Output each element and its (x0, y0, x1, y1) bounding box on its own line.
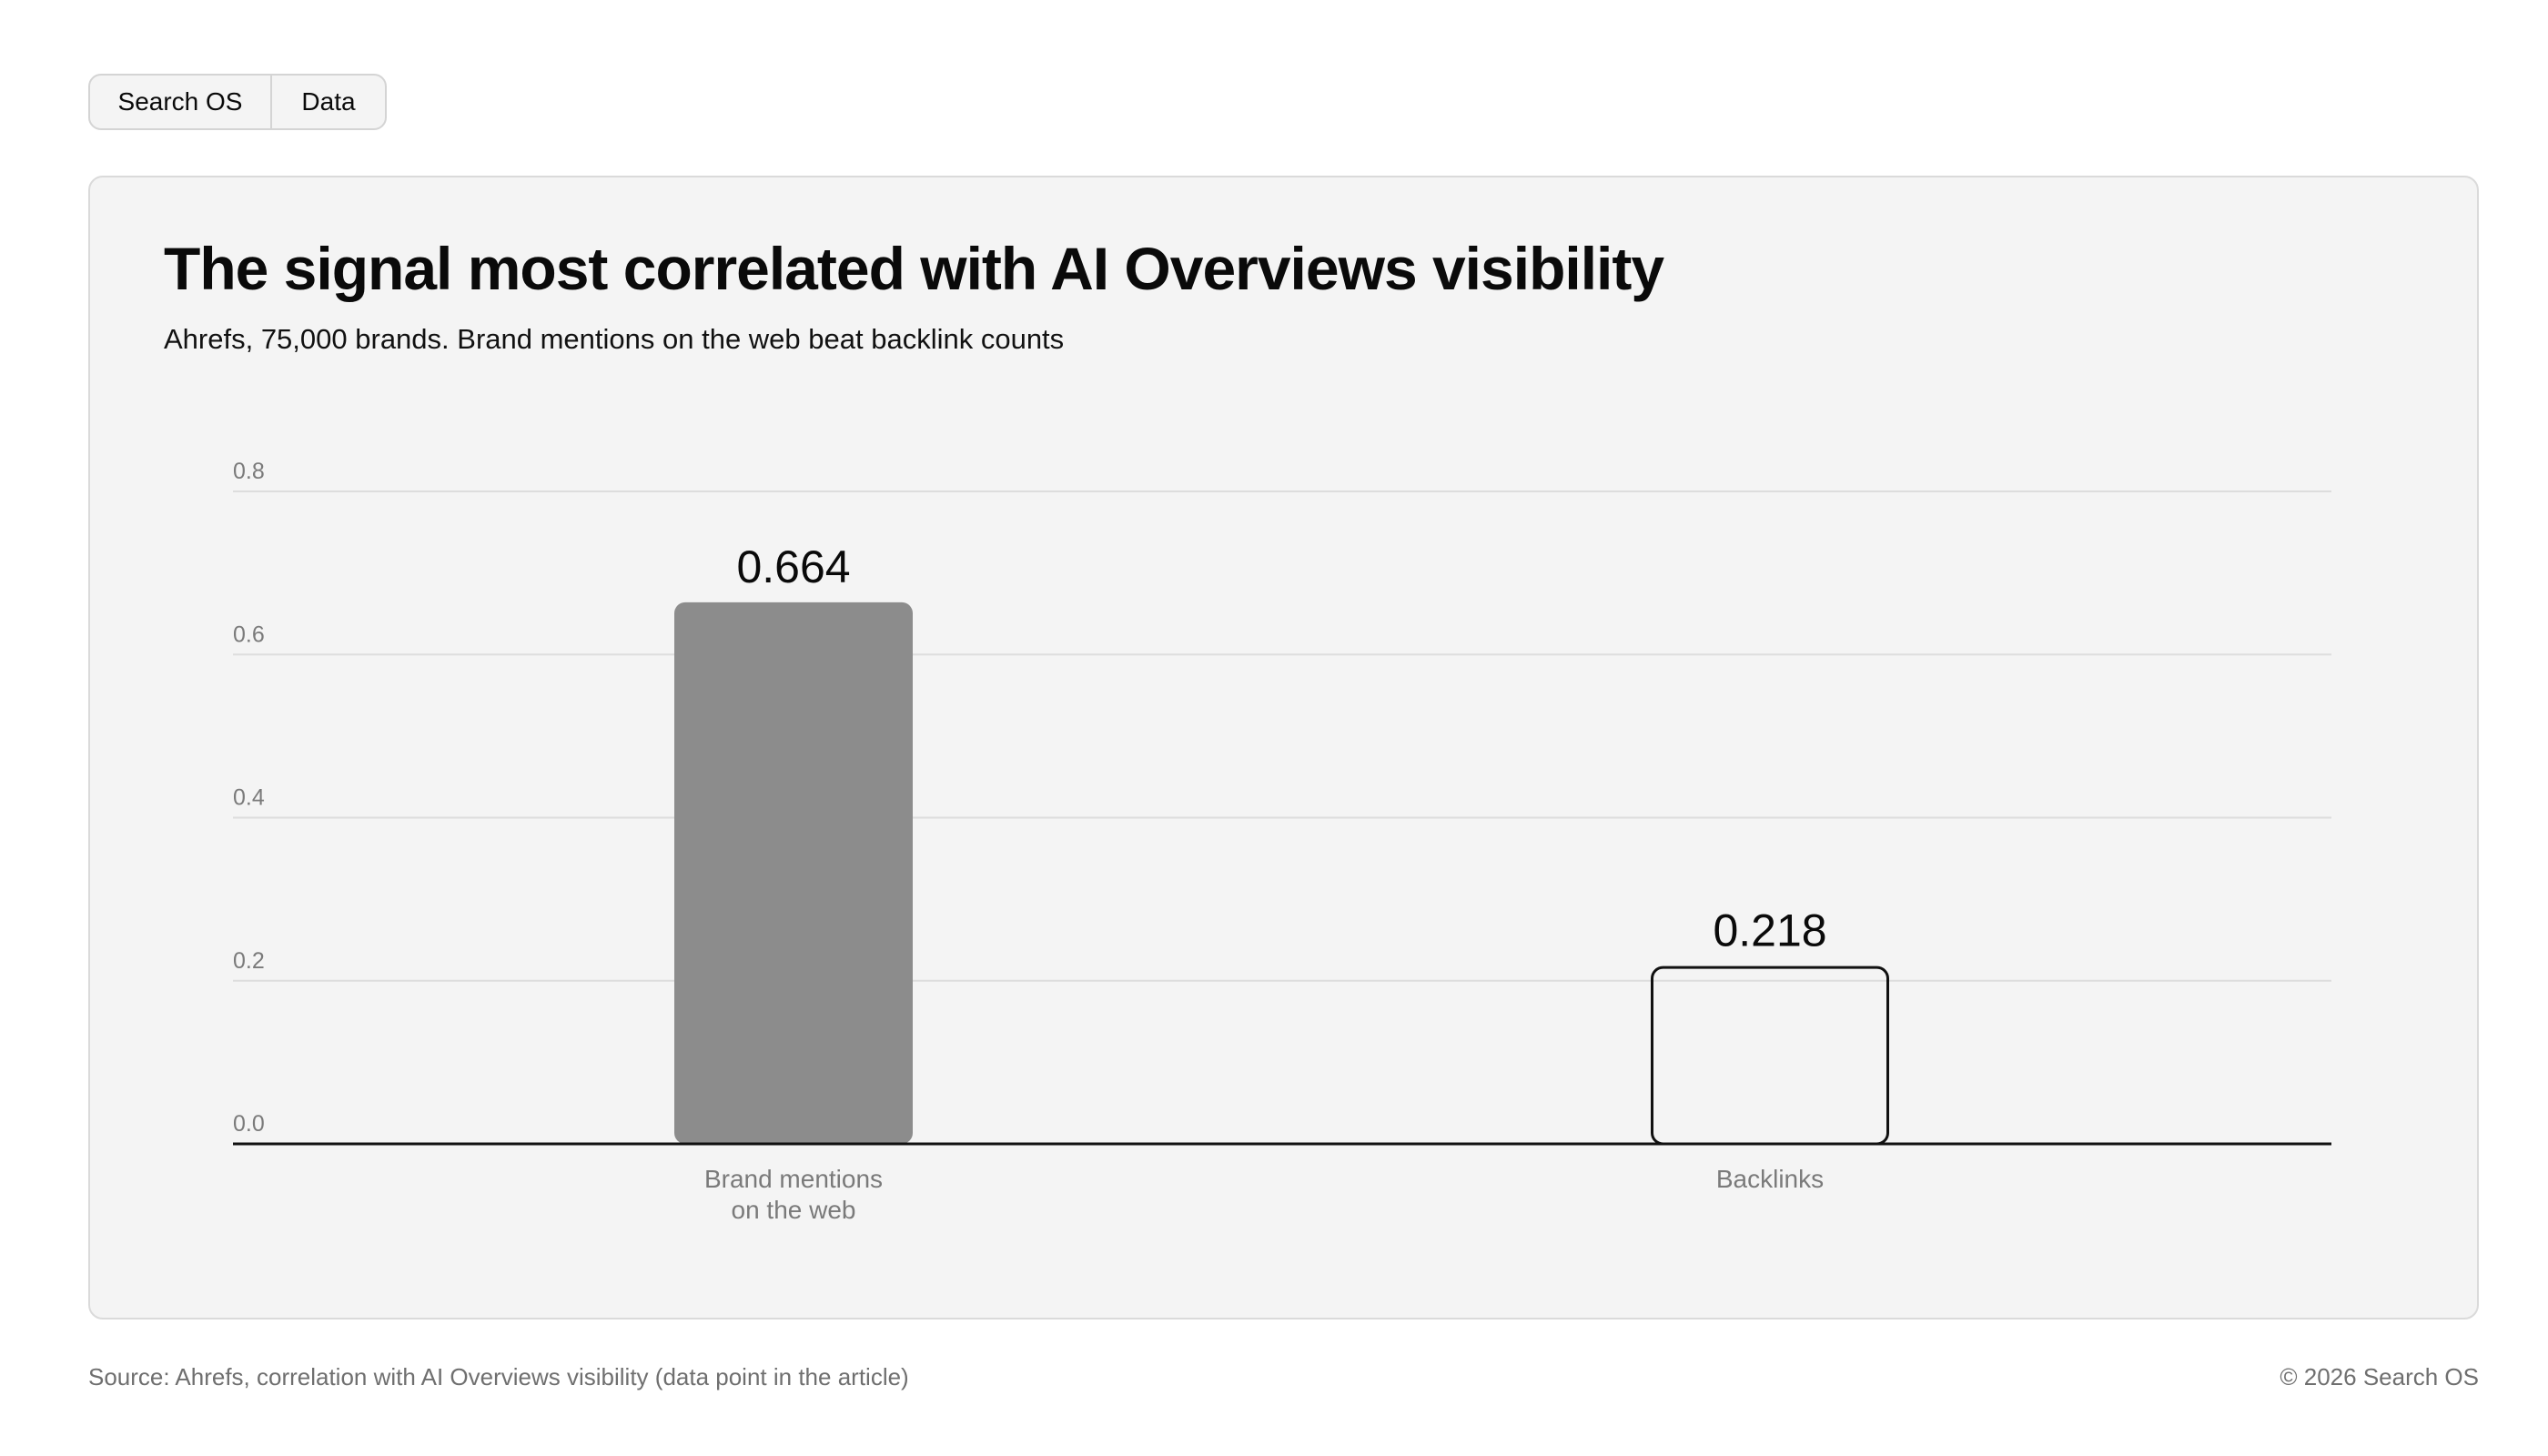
bar-value-label: 0.218 (1713, 905, 1826, 956)
y-tick-label: 0.6 (233, 622, 265, 647)
chart-subtitle: Ahrefs, 75,000 brands. Brand mentions on… (164, 323, 1065, 355)
tab-search-os[interactable]: Search OS (117, 87, 243, 116)
bar-chart: 0.0 0.2 0.4 0.6 0.8 0.664 Brand mentions on the… (233, 459, 2331, 1224)
tab-data[interactable]: Data (270, 76, 385, 128)
y-tick-label: 0.0 (233, 1111, 265, 1137)
bar-value-label: 0.664 (736, 541, 850, 592)
x-tick-label: Backlinks (1716, 1165, 1824, 1193)
bar (1651, 966, 1889, 1146)
y-tick-label: 0.8 (233, 459, 265, 484)
y-tick-label: 0.2 (233, 948, 265, 974)
view-tabs: Search OS Data (88, 74, 387, 130)
bar (674, 602, 913, 1144)
x-tick-label: on the web (732, 1196, 856, 1224)
copyright: © 2026 Search OS (2280, 1363, 2479, 1390)
y-tick-label: 0.4 (233, 785, 265, 811)
source-note: Source: Ahrefs, correlation with AI Over… (88, 1363, 909, 1390)
chart-title: The signal most correlated with AI Overv… (164, 235, 1664, 302)
x-tick-label: Brand mentions (704, 1165, 883, 1193)
chart-card: The signal most correlated with AI Overv… (88, 176, 2479, 1320)
